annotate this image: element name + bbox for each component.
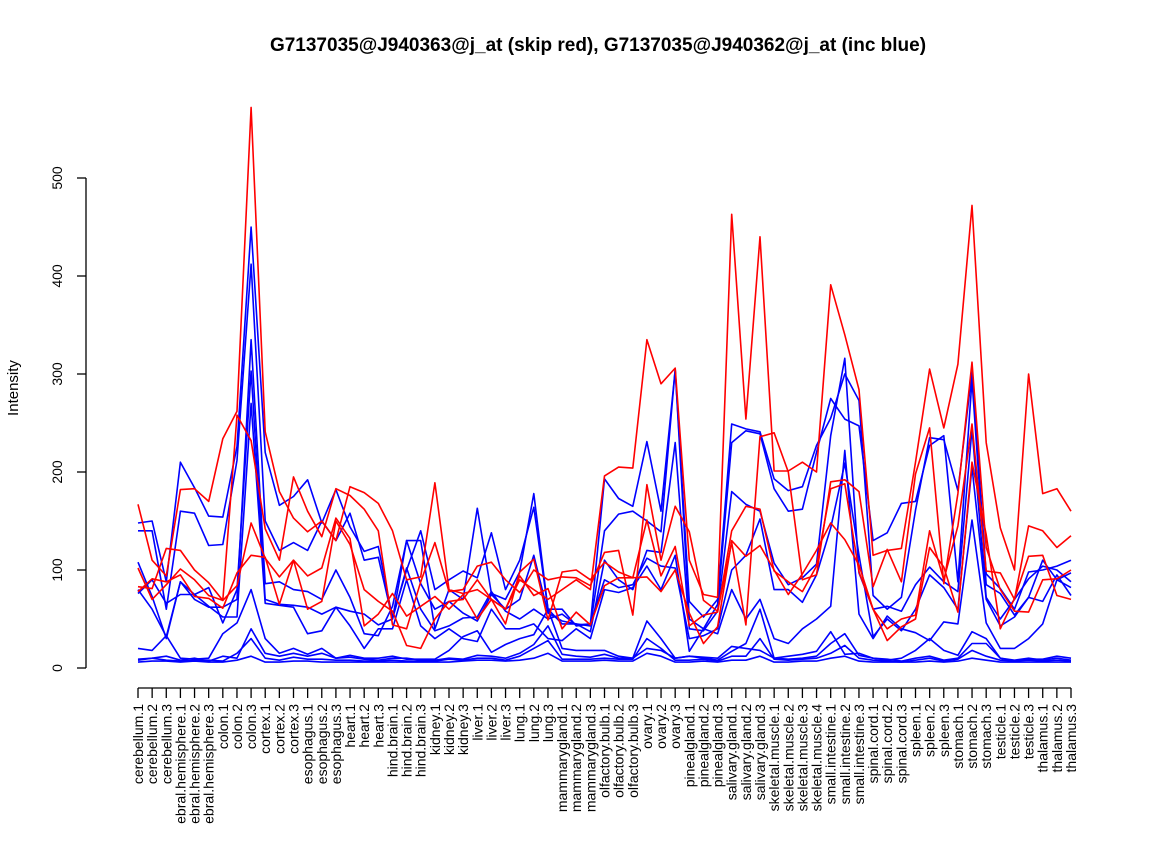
x-tick-label: pinealgland.3 bbox=[710, 704, 726, 788]
x-tick-label: esophagus.3 bbox=[328, 704, 344, 784]
inc-blue-series-line-4 bbox=[137, 226, 1072, 627]
y-tick-label: 400 bbox=[49, 264, 65, 288]
x-tick-label: olfactory.bulb.1 bbox=[597, 704, 613, 798]
inc-blue-series-line-11 bbox=[137, 637, 1072, 663]
x-tick-label: skeletal.muscle.2 bbox=[780, 704, 796, 812]
x-tick-label: salivary.gland.1 bbox=[724, 704, 740, 800]
x-tick-label: mammarygland.2 bbox=[568, 704, 584, 812]
x-tick-label: ovary.1 bbox=[639, 704, 655, 749]
x-tick-label: thalamus.3 bbox=[1063, 704, 1079, 773]
x-tick-label: heart.1 bbox=[342, 704, 358, 748]
x-tick-label: mammarygland.3 bbox=[582, 704, 598, 812]
y-tick-label: 0 bbox=[49, 664, 65, 672]
x-tick-label: lung.3 bbox=[540, 704, 556, 742]
inc-blue-series-line-9 bbox=[137, 588, 1072, 662]
x-tick-label: spleen.3 bbox=[936, 704, 952, 757]
x-tick-label: colon.1 bbox=[215, 704, 231, 749]
x-tick-label: spleen.1 bbox=[908, 704, 924, 757]
x-tick-label: skeletal.muscle.4 bbox=[809, 704, 825, 812]
x-tick-label: ovary.2 bbox=[653, 704, 669, 749]
x-tick-label: liver.2 bbox=[483, 704, 499, 741]
x-tick-label: colon.2 bbox=[229, 704, 245, 749]
y-tick-label: 200 bbox=[49, 460, 65, 484]
x-tick-label: stomach.1 bbox=[950, 704, 966, 769]
x-tick-label: liver.3 bbox=[498, 704, 514, 741]
x-tick-label: esophagus.2 bbox=[314, 704, 330, 784]
x-tick-label: stomach.3 bbox=[978, 704, 994, 769]
y-tick-label: 100 bbox=[49, 558, 65, 582]
x-tick-label: cerebellum.3 bbox=[158, 704, 174, 784]
x-tick-label: testicle.2 bbox=[1006, 704, 1022, 759]
inc-blue-series-line-6 bbox=[137, 338, 1072, 640]
x-tick-label: hind.brain.2 bbox=[399, 704, 415, 777]
x-tick-label: lung.2 bbox=[526, 704, 542, 742]
x-tick-label: kidney.1 bbox=[427, 704, 443, 755]
x-tick-label: small.intestine.2 bbox=[837, 704, 853, 805]
y-tick-label: 500 bbox=[49, 166, 65, 190]
x-tick-label: kidney.3 bbox=[455, 704, 471, 755]
x-tick-label: thalamus.2 bbox=[1049, 704, 1065, 773]
x-tick-label: cortex.1 bbox=[257, 704, 273, 754]
inc-blue-series-line-12 bbox=[137, 652, 1071, 663]
x-tick-label: kidney.2 bbox=[441, 704, 457, 755]
skip-red-series-line-3 bbox=[137, 461, 1072, 650]
series-layer bbox=[137, 106, 1072, 663]
x-tick-label: salivary.gland.3 bbox=[752, 704, 768, 800]
x-axis: cerebellum.1cerebellum.2cerebellum.3ebra… bbox=[130, 687, 1079, 824]
x-tick-label: testicle.1 bbox=[992, 704, 1008, 759]
inc-blue-series-line-7 bbox=[137, 370, 1072, 640]
x-tick-label: ebral.hemisphere.1 bbox=[172, 704, 188, 824]
inc-blue-series-line-5 bbox=[138, 263, 1072, 630]
chart-title: G7137035@J940363@j_at (skip red), G71370… bbox=[270, 35, 926, 56]
x-tick-label: skeletal.muscle.3 bbox=[794, 704, 810, 812]
x-tick-label: esophagus.1 bbox=[300, 704, 316, 784]
y-tick-label: 300 bbox=[49, 362, 65, 386]
x-tick-label: pinealgland.2 bbox=[695, 704, 711, 788]
y-axis: 0 100 200 300 400 500 bbox=[49, 166, 87, 672]
x-tick-label: ebral.hemisphere.3 bbox=[201, 704, 217, 824]
x-tick-label: lung.1 bbox=[512, 704, 528, 742]
x-tick-label: spinal.cord.2 bbox=[879, 704, 895, 784]
x-tick-label: heart.2 bbox=[356, 704, 372, 748]
x-tick-label: thalamus.1 bbox=[1035, 704, 1051, 773]
x-tick-label: pinealgland.1 bbox=[681, 704, 697, 788]
x-tick-label: cortex.3 bbox=[286, 704, 302, 754]
x-tick-label: hind.brain.3 bbox=[413, 704, 429, 777]
x-tick-label: cerebellum.2 bbox=[144, 704, 160, 784]
x-tick-label: small.intestine.1 bbox=[823, 704, 839, 805]
x-tick-label: spinal.cord.1 bbox=[865, 704, 881, 784]
skip-red-series-line-0 bbox=[137, 106, 1072, 611]
x-tick-label: small.intestine.3 bbox=[851, 704, 867, 805]
x-tick-label: skeletal.muscle.1 bbox=[766, 704, 782, 812]
x-tick-label: hind.brain.1 bbox=[384, 704, 400, 777]
x-tick-label: spleen.2 bbox=[922, 704, 938, 757]
x-tick-label: liver.1 bbox=[469, 704, 485, 741]
x-tick-label: ovary.3 bbox=[667, 704, 683, 749]
inc-blue-series-line-8 bbox=[137, 402, 1072, 653]
inc-blue-series-line-10 bbox=[137, 608, 1072, 662]
x-tick-label: cerebellum.1 bbox=[130, 704, 146, 784]
x-tick-label: spinal.cord.3 bbox=[893, 704, 909, 784]
x-tick-label: olfactory.bulb.2 bbox=[611, 704, 627, 798]
x-tick-label: ebral.hemisphere.2 bbox=[187, 704, 203, 824]
y-axis-label: Intensity bbox=[5, 360, 22, 416]
skip-red-series-line-1 bbox=[137, 361, 1072, 630]
x-tick-label: stomach.2 bbox=[964, 704, 980, 769]
x-tick-label: testicle.3 bbox=[1021, 704, 1037, 759]
x-tick-label: heart.3 bbox=[370, 704, 386, 748]
x-tick-label: cortex.2 bbox=[271, 704, 287, 754]
x-tick-label: olfactory.bulb.3 bbox=[625, 704, 641, 798]
x-tick-label: mammarygland.1 bbox=[554, 704, 570, 812]
x-tick-label: salivary.gland.2 bbox=[738, 704, 754, 800]
x-tick-label: colon.3 bbox=[243, 704, 259, 749]
